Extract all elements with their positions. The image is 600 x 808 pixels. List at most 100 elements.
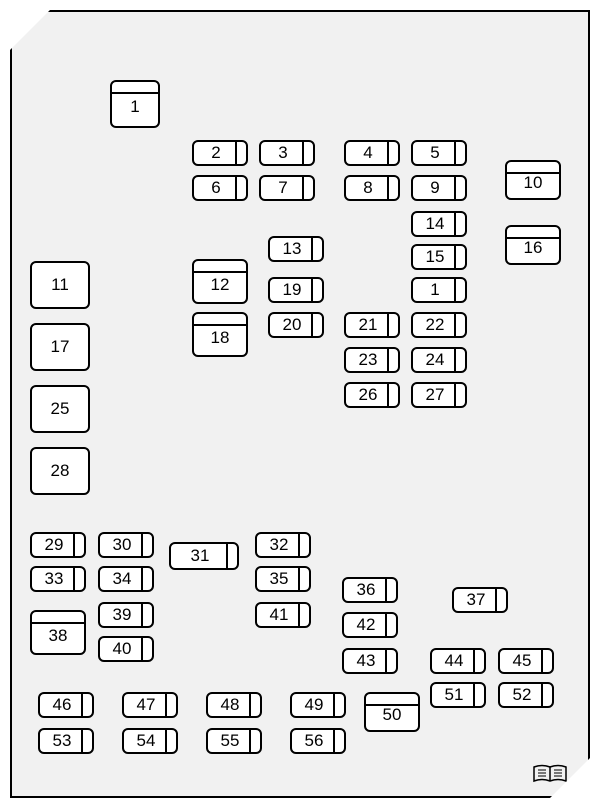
- fuse-f20: 20: [268, 312, 324, 338]
- fuse-f8: 8: [344, 175, 400, 201]
- fuse-label: 27: [426, 385, 445, 405]
- fuse-f2: 2: [192, 140, 248, 166]
- fuse-f46: 46: [38, 692, 94, 718]
- fuse-label: 29: [45, 535, 64, 555]
- fuse-f34: 34: [98, 566, 154, 592]
- fuse-label: 45: [513, 651, 532, 671]
- fuse-f43: 43: [342, 648, 398, 674]
- fuse-f6: 6: [192, 175, 248, 201]
- fuse-f52: 52: [498, 682, 554, 708]
- fuse-f51: 51: [430, 682, 486, 708]
- fuse-f7: 7: [259, 175, 315, 201]
- fuse-label: 36: [357, 580, 376, 600]
- fuse-f42: 42: [342, 612, 398, 638]
- fuse-label: 30: [113, 535, 132, 555]
- fuse-f1: 1: [110, 80, 160, 128]
- fuse-label: 2: [211, 143, 220, 163]
- fuse-f29: 29: [30, 532, 86, 558]
- manual-icon: [532, 764, 568, 784]
- fuse-f56: 56: [290, 728, 346, 754]
- fuse-f53: 53: [38, 728, 94, 754]
- fuse-f18: 18: [192, 312, 248, 357]
- fuse-f45: 45: [498, 648, 554, 674]
- fuse-f30: 30: [98, 532, 154, 558]
- fuse-f23: 23: [344, 347, 400, 373]
- fuse-label: 19: [283, 280, 302, 300]
- fuse-label: 54: [137, 731, 156, 751]
- fuse-label: 53: [53, 731, 72, 751]
- fuse-f28: 28: [30, 447, 90, 495]
- fuse-f22: 22: [411, 312, 467, 338]
- fuse-label: 16: [524, 238, 543, 258]
- fuse-label: 46: [53, 695, 72, 715]
- fuse-f4: 4: [344, 140, 400, 166]
- fuse-f41: 41: [255, 602, 311, 628]
- fuse-f16: 16: [505, 225, 561, 265]
- fuse-label: 44: [445, 651, 464, 671]
- fuse-label: 51: [445, 685, 464, 705]
- fuse-f26: 26: [344, 382, 400, 408]
- fuse-label: 1: [430, 280, 439, 300]
- fuse-f10: 10: [505, 160, 561, 200]
- fuse-label: 26: [359, 385, 378, 405]
- fuse-label: 41: [270, 605, 289, 625]
- fuse-f33: 33: [30, 566, 86, 592]
- fuse-f27: 27: [411, 382, 467, 408]
- fuse-label: 25: [51, 399, 70, 419]
- fuse-f12: 12: [192, 259, 248, 304]
- fuse-label: 37: [467, 590, 486, 610]
- fuse-f36: 36: [342, 577, 398, 603]
- fuse-label: 40: [113, 639, 132, 659]
- fuse-label: 56: [305, 731, 324, 751]
- fuse-f48: 48: [206, 692, 262, 718]
- fuse-label: 8: [363, 178, 372, 198]
- fuse-label: 49: [305, 695, 324, 715]
- fuse-label: 52: [513, 685, 532, 705]
- fuse-label: 50: [383, 705, 402, 725]
- fuse-label: 23: [359, 350, 378, 370]
- fuse-f50: 50: [364, 692, 420, 732]
- fuse-label: 34: [113, 569, 132, 589]
- fuse-label: 12: [211, 275, 230, 295]
- fuse-label: 4: [363, 143, 372, 163]
- fuse-f15: 15: [411, 244, 467, 270]
- fuse-label: 48: [221, 695, 240, 715]
- fuse-label: 18: [211, 328, 230, 348]
- fuse-label: 43: [357, 651, 376, 671]
- fuse-label: 6: [211, 178, 220, 198]
- fuse-label: 42: [357, 615, 376, 635]
- fuse-f24: 24: [411, 347, 467, 373]
- fuse-label: 5: [430, 143, 439, 163]
- fuse-f37: 37: [452, 587, 508, 613]
- fuse-f9: 9: [411, 175, 467, 201]
- fuse-f35: 35: [255, 566, 311, 592]
- fuse-label: 17: [51, 337, 70, 357]
- fuse-label: 1: [130, 97, 139, 117]
- fuse-label: 10: [524, 173, 543, 193]
- fuse-f39: 39: [98, 602, 154, 628]
- fuse-label: 32: [270, 535, 289, 555]
- fuse-label: 47: [137, 695, 156, 715]
- fuse-label: 39: [113, 605, 132, 625]
- fuse-label: 33: [45, 569, 64, 589]
- fuse-label: 11: [51, 275, 69, 295]
- fuse-label: 13: [283, 239, 302, 259]
- fuse-f40: 40: [98, 636, 154, 662]
- fuse-f49: 49: [290, 692, 346, 718]
- fuse-label: 55: [221, 731, 240, 751]
- fuse-f1b: 1: [411, 277, 467, 303]
- fuse-label: 24: [426, 350, 445, 370]
- fuse-f47: 47: [122, 692, 178, 718]
- fuse-f21: 21: [344, 312, 400, 338]
- fuse-f3: 3: [259, 140, 315, 166]
- fuse-f19: 19: [268, 277, 324, 303]
- fuse-f54: 54: [122, 728, 178, 754]
- fuse-f25: 25: [30, 385, 90, 433]
- fuse-label: 7: [278, 178, 287, 198]
- fuse-f17: 17: [30, 323, 90, 371]
- fuse-label: 20: [283, 315, 302, 335]
- fuse-f5: 5: [411, 140, 467, 166]
- fuse-label: 38: [49, 626, 68, 646]
- fuse-f31: 31: [169, 542, 239, 570]
- fuse-f14: 14: [411, 211, 467, 237]
